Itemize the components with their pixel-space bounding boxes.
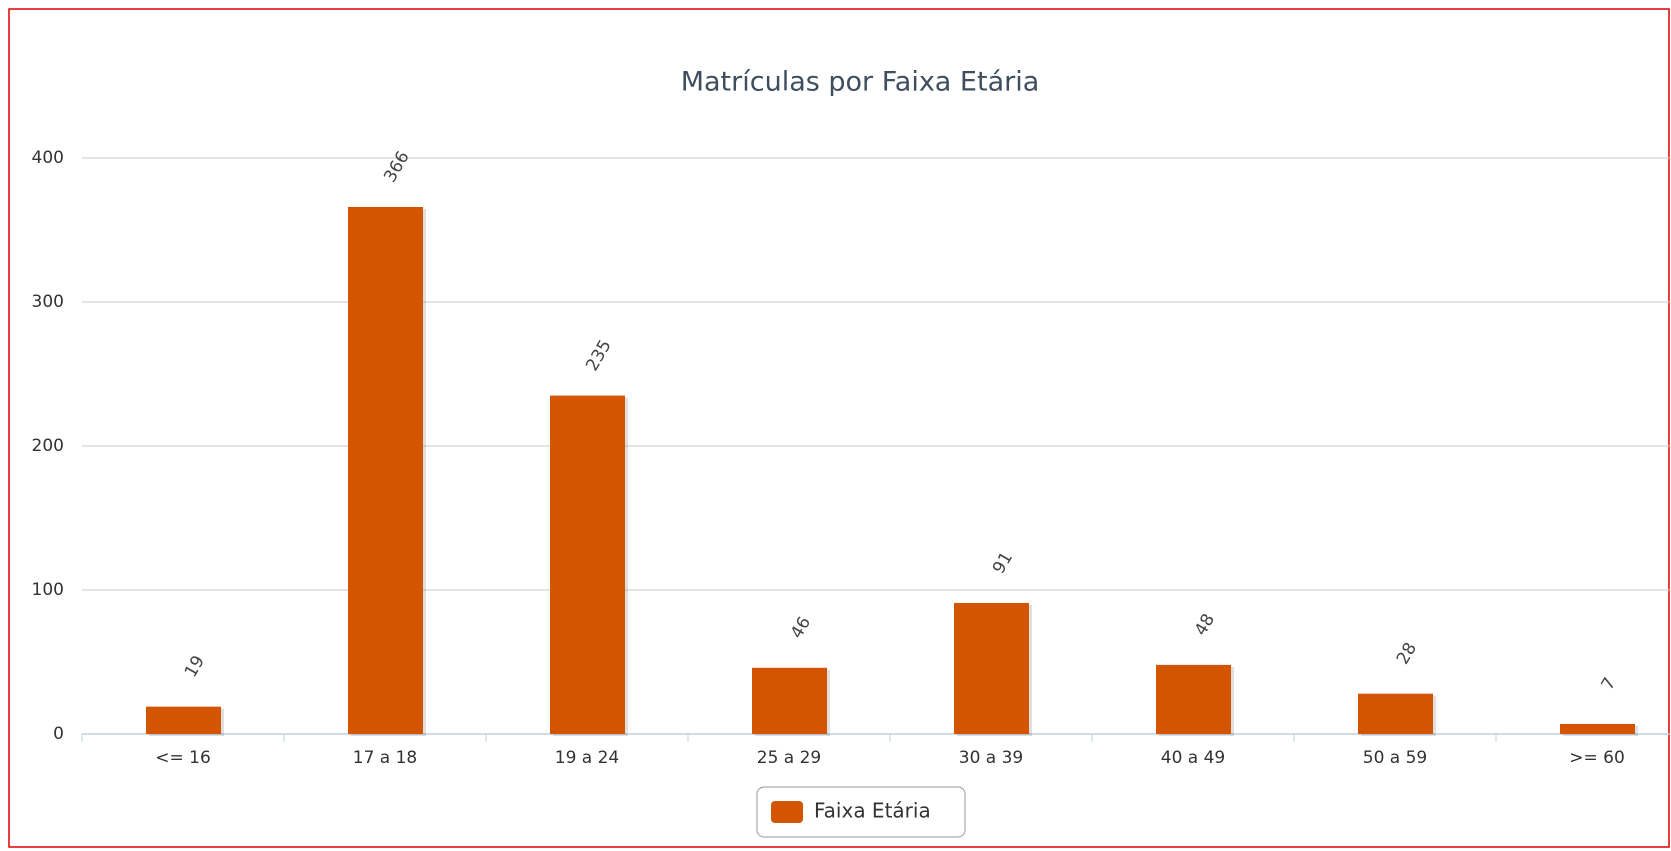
y-tick-label: 400 [32, 148, 64, 168]
bar [1358, 693, 1433, 734]
bar [954, 602, 1029, 734]
x-tick-label: 30 a 39 [959, 748, 1024, 768]
legend-box [756, 786, 966, 838]
y-tick-label: 0 [53, 724, 64, 744]
x-tick-label: 19 a 24 [555, 748, 620, 768]
legend-label: Faixa Etária [814, 799, 931, 823]
x-tick-label: <= 16 [155, 748, 211, 768]
x-tick-label: 17 a 18 [353, 748, 418, 768]
x-tick-label: 50 a 59 [1363, 748, 1428, 768]
bar [1156, 664, 1231, 734]
y-tick-label: 200 [32, 436, 64, 456]
x-tick-label: >= 60 [1569, 748, 1625, 768]
bar [752, 667, 827, 734]
bar [348, 206, 423, 734]
bar [1560, 723, 1635, 734]
bar [550, 395, 625, 734]
legend-swatch [771, 801, 803, 823]
chart-title: Matrículas por Faixa Etária [681, 67, 1040, 98]
y-tick-label: 100 [32, 580, 64, 600]
bar [146, 706, 221, 734]
legend: Faixa Etária [756, 786, 966, 838]
y-tick-label: 300 [32, 292, 64, 312]
x-tick-label: 25 a 29 [757, 748, 822, 768]
x-tick-label: 40 a 49 [1161, 748, 1226, 768]
